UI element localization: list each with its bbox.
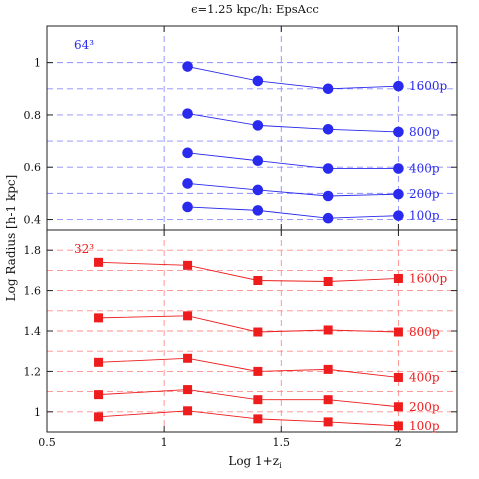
data-point bbox=[182, 108, 193, 119]
data-point bbox=[323, 364, 333, 374]
data-point bbox=[393, 327, 403, 337]
series-line bbox=[98, 389, 399, 408]
x-tick-label: 2 bbox=[395, 436, 402, 449]
data-point bbox=[183, 353, 193, 363]
panel-top: 0.4 0.6 0.8 1 64³ 1600p 800p 400p 200p 100p bbox=[24, 25, 458, 231]
data-point bbox=[183, 311, 193, 321]
series-label: 800p bbox=[409, 325, 440, 339]
y-tick-label: 0.4 bbox=[24, 214, 42, 227]
series-line bbox=[98, 357, 399, 378]
data-point bbox=[323, 277, 333, 287]
data-point bbox=[252, 155, 264, 166]
data-point bbox=[323, 395, 333, 405]
panels: 0.4 0.6 0.8 1 64³ 1600p 800p 400p 200p 100p 1 1.2 1.… bbox=[24, 25, 458, 449]
data-point bbox=[94, 390, 104, 400]
series-line bbox=[98, 315, 399, 333]
y-tick-label: 1.2 bbox=[24, 365, 42, 378]
data-point bbox=[393, 421, 403, 431]
y-tick-label: 1.6 bbox=[24, 285, 42, 298]
series-line bbox=[187, 113, 399, 133]
data-point bbox=[393, 372, 403, 382]
data-point bbox=[253, 414, 263, 424]
series-label: 1600p bbox=[409, 271, 448, 285]
panel-annotation: 32³ bbox=[74, 242, 94, 256]
series-line bbox=[187, 206, 399, 219]
y-tick-label: 0.6 bbox=[24, 161, 42, 174]
data-point bbox=[94, 257, 104, 267]
y-tick-label: 1.4 bbox=[24, 325, 42, 338]
panel-annotation: 64³ bbox=[74, 38, 94, 52]
data-point bbox=[393, 273, 403, 283]
data-point bbox=[393, 188, 404, 200]
data-point bbox=[393, 402, 403, 412]
data-point bbox=[253, 395, 263, 405]
y-tick-label: 0.8 bbox=[24, 109, 42, 122]
series-label: 200p bbox=[409, 187, 440, 201]
data-point bbox=[322, 163, 334, 174]
data-point bbox=[322, 212, 334, 224]
panel-bottom: 1 1.2 1.4 1.6 1.8 0.5 1 1.5 2 32³ 1600p 800p 400p 200… bbox=[24, 229, 458, 449]
series-label: 800p bbox=[409, 125, 440, 139]
data-point bbox=[253, 366, 263, 376]
y-tick-label: 1 bbox=[34, 57, 41, 70]
data-point bbox=[252, 120, 264, 131]
series-line bbox=[187, 152, 399, 169]
data-point bbox=[323, 417, 333, 427]
data-point bbox=[182, 147, 193, 159]
data-point bbox=[253, 327, 263, 337]
data-point bbox=[252, 75, 264, 87]
data-point bbox=[94, 412, 104, 422]
data-point bbox=[323, 325, 333, 335]
y-tick-label: 1 bbox=[34, 406, 41, 419]
data-point bbox=[183, 385, 193, 395]
series-label: 1600p bbox=[409, 79, 448, 93]
series-line bbox=[98, 410, 399, 427]
x-axis-label: Log 1+zi bbox=[228, 454, 282, 470]
x-tick-label: 1.5 bbox=[273, 436, 291, 449]
data-point bbox=[393, 80, 404, 92]
data-point bbox=[182, 201, 193, 213]
series-line bbox=[98, 261, 399, 282]
data-point bbox=[252, 184, 264, 196]
y-tick-label: 1.8 bbox=[24, 244, 42, 257]
data-point bbox=[182, 178, 193, 189]
chart-title: ϵ=1.25 kpc/h: EpsAcc bbox=[191, 2, 319, 16]
data-point bbox=[322, 83, 334, 95]
data-point bbox=[252, 205, 264, 216]
series-label: 100p bbox=[409, 419, 440, 433]
data-point bbox=[322, 190, 334, 202]
x-tick-label: 1 bbox=[161, 436, 168, 449]
x-axis-label-subscript: i bbox=[279, 461, 282, 470]
data-point bbox=[322, 124, 334, 135]
y-axis-label: Log Radius [h-1 kpc] bbox=[4, 175, 18, 302]
data-point bbox=[94, 313, 104, 323]
series-label: 200p bbox=[409, 400, 440, 414]
series-line bbox=[187, 66, 399, 90]
series-label: 400p bbox=[409, 162, 440, 176]
series-line bbox=[187, 182, 399, 197]
series-label: 400p bbox=[409, 370, 440, 384]
data-point bbox=[182, 61, 193, 72]
data-point bbox=[94, 357, 104, 367]
data-point bbox=[393, 126, 404, 138]
x-tick-label: 0.5 bbox=[38, 436, 56, 449]
data-point bbox=[393, 163, 404, 174]
data-point bbox=[183, 406, 193, 416]
series-label: 100p bbox=[409, 209, 440, 223]
x-axis-label-main: Log 1+z bbox=[228, 454, 279, 468]
data-point bbox=[393, 210, 404, 221]
data-point bbox=[183, 260, 193, 270]
data-point bbox=[253, 276, 263, 285]
